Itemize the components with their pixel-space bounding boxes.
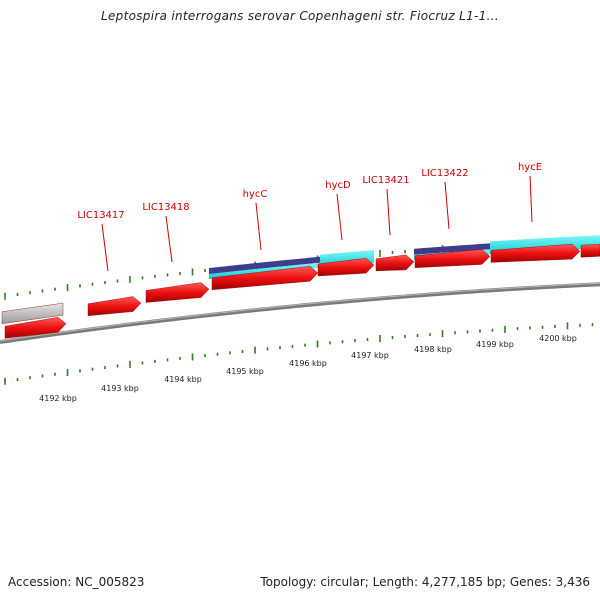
kbp-label: 4200 kbp [539, 334, 577, 343]
gene-label: LIC13421 [362, 175, 409, 186]
kbp-label: 4193 kbp [101, 384, 139, 393]
backbone-highlight [0, 282, 600, 342]
gene-arrow [580, 244, 600, 258]
label-leader-line [165, 215, 173, 263]
gene-label: LIC13422 [421, 168, 468, 179]
gene-label: hycD [325, 180, 351, 191]
kbp-label: 4196 kbp [289, 359, 327, 368]
gene-label: LIC13418 [142, 202, 189, 213]
label-leader-line [444, 181, 450, 230]
gene-arrow [87, 296, 142, 317]
label-leader-line [386, 188, 391, 236]
kbp-label: 4198 kbp [414, 345, 452, 354]
kbp-label: 4199 kbp [476, 340, 514, 349]
gene-track [1, 243, 600, 339]
gene-label: hycC [243, 189, 268, 200]
gene-arrow [317, 257, 375, 277]
gene-arrow [4, 317, 67, 339]
feature-bar-navy [414, 243, 490, 255]
gene-arrow [375, 254, 415, 272]
kbp-label: 4194 kbp [164, 375, 202, 384]
label-leaders [101, 175, 533, 272]
gene-label: hycE [518, 162, 542, 173]
backbone-line [0, 282, 600, 344]
label-leader-line [529, 175, 533, 223]
label-leader-line [101, 223, 109, 272]
feature-bar-navy [209, 256, 320, 275]
gene-labels: LIC13417 LIC13418 hycC hycD LIC13421 LIC13422… [77, 162, 542, 221]
label-leader-line [255, 202, 262, 251]
accession-text: Accession: NC_005823 [8, 575, 145, 589]
genome-title: Leptospira interrogans serovar Copenhage… [101, 9, 499, 23]
genome-backbone [0, 282, 600, 344]
gene-label: LIC13417 [77, 210, 124, 221]
gene-arrow [490, 243, 581, 263]
kbp-label: 4195 kbp [226, 367, 264, 376]
kbp-label: 4192 kbp [39, 394, 77, 403]
label-leader-line [336, 193, 343, 241]
topology-text: Topology: circular; Length: 4,277,185 bp… [260, 575, 590, 589]
pseudogene-block [1, 302, 64, 324]
kbp-labels: 4192 kbp 4193 kbp 4194 kbp 4195 kbp 4196 kbp… [39, 334, 577, 403]
kbp-tick-track [4, 322, 594, 385]
gene-arrow [145, 282, 210, 303]
gene-arrow [414, 249, 491, 268]
gene-arrow [211, 266, 319, 290]
kbp-label: 4197 kbp [351, 351, 389, 360]
